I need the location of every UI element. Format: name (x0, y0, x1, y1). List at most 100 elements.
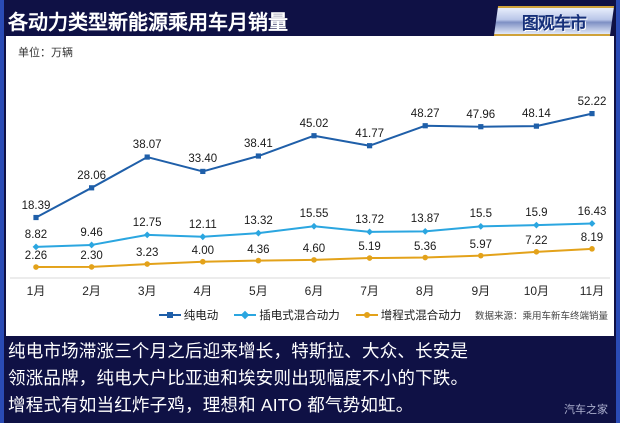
data-label: 48.27 (410, 107, 440, 120)
data-point-marker (88, 241, 95, 249)
data-label: 38.41 (244, 138, 273, 151)
caption-line-1: 纯电市场滞涨三个月之后迎来增长，特斯拉、大众、长安是 (8, 341, 469, 361)
legend-item-bev[interactable]: 纯电动 (158, 307, 219, 323)
line-chart-plot (6, 36, 614, 336)
data-label: 5.97 (469, 238, 492, 251)
data-label: 15.55 (299, 208, 329, 221)
data-point-marker (367, 143, 373, 149)
data-point-marker (89, 185, 95, 191)
chart-legend: 纯电动 插电式混合动力 增程式混合动力 (6, 304, 614, 326)
right-accent-stripe (616, 0, 620, 423)
data-label: 28.06 (77, 169, 106, 182)
x-axis-label: 1月 (26, 284, 46, 298)
data-label: 8.19 (580, 231, 604, 244)
x-axis-label: 7月 (360, 284, 379, 298)
x-axis-label: 8月 (415, 284, 435, 298)
legend-label-bev: 纯电动 (183, 310, 219, 322)
x-axis-label: 10月 (523, 284, 550, 298)
data-point-marker (478, 252, 484, 259)
x-axis-label: 6月 (304, 284, 324, 298)
data-point-marker (199, 233, 207, 241)
data-point-marker (366, 255, 373, 261)
data-point-marker (589, 111, 595, 117)
brand-logo-text: 图观车市 (522, 13, 586, 33)
caption-line-2: 领涨品牌，纯电大户比亚迪和埃安则出现幅度不小的下跌。 (8, 368, 469, 388)
data-label: 9.46 (80, 226, 103, 239)
data-label: 7.22 (525, 234, 548, 247)
data-label: 3.23 (135, 247, 159, 260)
x-axis-label: 4月 (193, 284, 213, 298)
data-point-marker (143, 231, 151, 239)
data-source-note: 数据来源：乘用车新车终端销量 (474, 311, 608, 322)
data-label: 5.36 (413, 240, 437, 253)
data-label: 4.00 (191, 244, 214, 257)
data-point-marker (33, 264, 39, 270)
data-point-marker (588, 220, 596, 227)
data-label: 15.5 (469, 208, 492, 221)
x-axis-labels: 1月 2月 3月 4月 5月 6月 7月 8月 9月 10月 11月 (6, 274, 614, 298)
data-point-marker (589, 246, 595, 252)
data-label: 45.02 (299, 117, 329, 130)
data-label: 12.11 (188, 218, 217, 231)
chart-svg (10, 111, 610, 279)
data-label: 8.82 (24, 228, 48, 241)
data-point-marker (200, 168, 206, 175)
data-point-marker (144, 154, 150, 160)
data-point-marker (310, 222, 318, 230)
legend-marker-square-icon (158, 310, 181, 320)
x-axis-label: 2月 (82, 284, 101, 298)
data-point-marker (311, 133, 317, 139)
data-label: 12.75 (132, 216, 162, 229)
data-point-marker (144, 261, 150, 267)
data-point-marker (311, 257, 317, 263)
caption-block: 纯电市场滞涨三个月之后迎来增长，特斯拉、大众、长安是 领涨品牌，纯电大户比亚迪和… (8, 338, 612, 419)
data-label: 4.60 (302, 242, 326, 255)
legend-label-phev: 插电式混合动力 (259, 310, 340, 322)
data-point-marker (88, 264, 95, 270)
data-label: 48.14 (522, 108, 551, 121)
data-point-marker (366, 228, 373, 236)
header-bar: 各动力类型新能源乘用车月销量 图观车市 (0, 0, 620, 36)
data-label: 2.30 (80, 249, 103, 262)
data-label: 41.77 (355, 127, 384, 140)
legend-item-erev[interactable]: 增程式混合动力 (355, 307, 462, 323)
data-point-marker (255, 229, 262, 237)
watermark: 汽车之家 (564, 404, 608, 416)
data-point-marker (33, 214, 39, 221)
page-title: 各动力类型新能源乘用车月销量 (8, 12, 288, 34)
data-label: 52.22 (577, 95, 607, 108)
brand-logo: 图观车市 (493, 6, 615, 36)
data-point-marker (255, 257, 262, 264)
data-label: 13.72 (355, 213, 384, 226)
data-label: 47.96 (466, 108, 496, 121)
data-point-marker (421, 228, 429, 235)
data-label: 2.26 (24, 250, 48, 263)
data-point-marker (255, 153, 261, 159)
x-axis-label: 5月 (249, 284, 268, 298)
legend-label-erev: 增程式混合动力 (380, 310, 462, 322)
data-point-marker (533, 123, 539, 129)
data-label: 15.9 (525, 207, 548, 220)
data-point-marker (533, 249, 540, 255)
x-axis-label: 11月 (579, 284, 605, 298)
data-label: 18.39 (21, 199, 51, 212)
data-label: 5.19 (358, 241, 381, 254)
unit-label: 单位：万辆 (18, 47, 73, 59)
legend-item-phev[interactable]: 插电式混合动力 (234, 307, 340, 323)
x-axis-label: 9月 (471, 284, 491, 298)
data-point-marker (422, 254, 429, 261)
chart-panel: 单位：万辆 1月 2月 3月 4月 5月 6月 7月 8月 9月 10月 11月 18.39 28.0… (6, 36, 614, 336)
data-point-marker (533, 221, 540, 229)
data-label: 13.87 (410, 213, 440, 226)
data-point-marker (200, 258, 206, 265)
x-axis-label: 3月 (137, 284, 157, 298)
legend-marker-circle-icon (355, 310, 378, 320)
data-point-marker (477, 222, 485, 230)
data-point-marker (478, 124, 484, 130)
data-label: 16.43 (577, 205, 607, 218)
data-label: 13.32 (244, 215, 273, 228)
data-point-marker (422, 123, 428, 129)
left-accent-stripe (0, 0, 4, 423)
data-label: 38.07 (132, 139, 162, 152)
